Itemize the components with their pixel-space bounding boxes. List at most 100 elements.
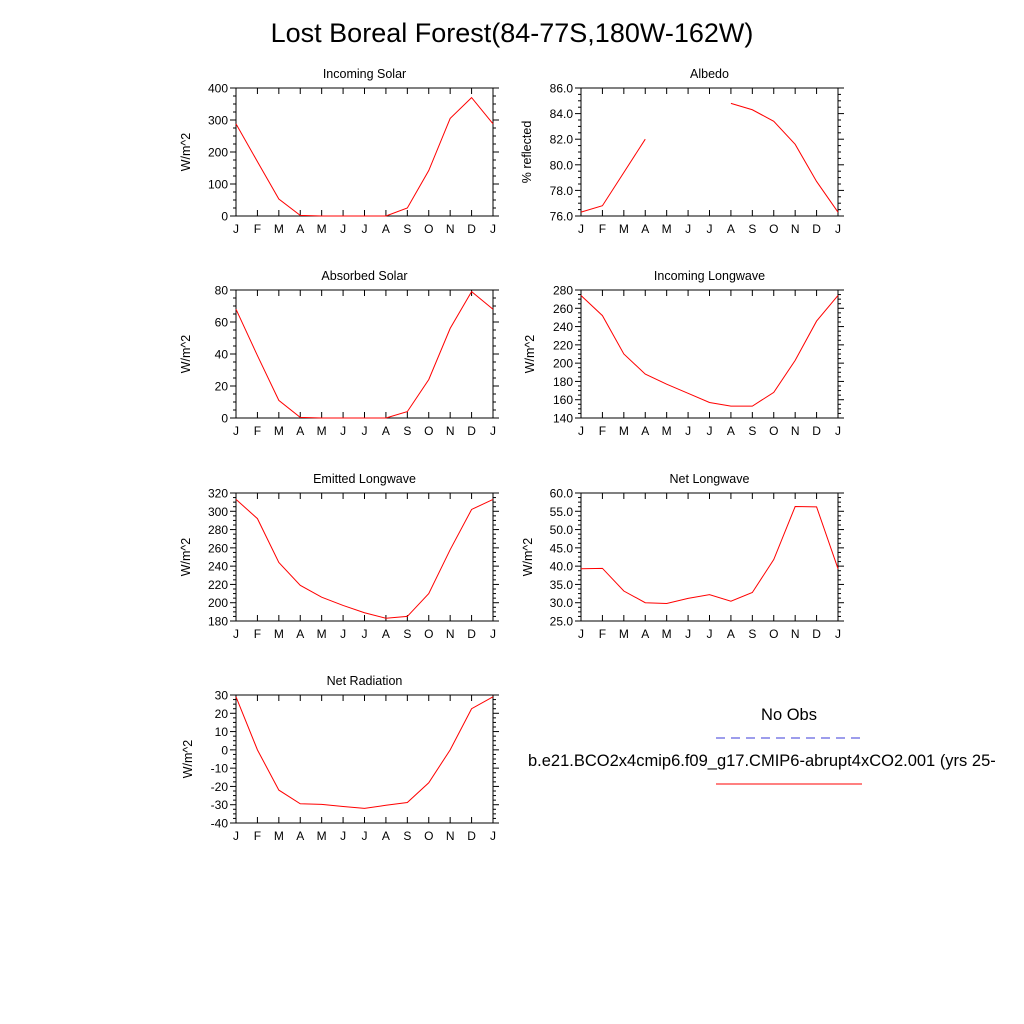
y-axis-label: W/m^2 xyxy=(181,740,195,779)
y-tick-label: -40 xyxy=(211,817,229,831)
x-tick-label: M xyxy=(274,424,284,438)
panel-net-longwave: J F M A M J J A S O N D J25.030.035.040.045.050.055.… xyxy=(521,472,844,641)
x-tick-label: J xyxy=(685,627,691,641)
series-line xyxy=(235,290,494,419)
x-tick-label: M xyxy=(317,424,327,438)
x-tick-label: O xyxy=(424,829,433,843)
plot-frame xyxy=(580,289,839,419)
x-tick-label: D xyxy=(467,222,476,236)
y-tick-label: 220 xyxy=(553,338,573,352)
x-tick-label: J xyxy=(340,627,346,641)
y-tick-label: 280 xyxy=(553,284,573,298)
x-tick-label: A xyxy=(296,424,304,438)
x-tick-label: J xyxy=(490,424,496,438)
x-tick-label: O xyxy=(424,424,433,438)
y-tick-label: 140 xyxy=(553,412,573,426)
y-axis-label: W/m^2 xyxy=(521,538,535,577)
y-tick-label: 86.0 xyxy=(550,82,574,96)
x-tick-label: J xyxy=(707,627,713,641)
panel-title: Albedo xyxy=(690,67,729,81)
x-tick-label: A xyxy=(727,627,735,641)
y-tick-label: 30 xyxy=(215,689,229,703)
x-tick-label: J xyxy=(340,424,346,438)
x-tick-label: F xyxy=(254,627,261,641)
x-tick-label: D xyxy=(812,222,821,236)
y-tick-label: 80 xyxy=(215,284,229,298)
panel-albedo: J F M A M J J A S O N D J76.078.080.082.084.086.0Alb… xyxy=(520,67,844,236)
y-tick-label: 25.0 xyxy=(550,615,574,629)
y-tick-label: 240 xyxy=(208,560,228,574)
plot-frame xyxy=(235,289,494,419)
x-tick-label: M xyxy=(274,829,284,843)
y-tick-label: -20 xyxy=(211,780,229,794)
x-tick-label: M xyxy=(662,222,672,236)
series-line xyxy=(235,96,494,217)
y-tick-label: 280 xyxy=(208,523,228,537)
series-line xyxy=(580,295,839,407)
panel-title: Absorbed Solar xyxy=(321,269,407,283)
x-tick-label: M xyxy=(274,627,284,641)
x-tick-label: M xyxy=(317,222,327,236)
plot-frame xyxy=(580,492,839,622)
x-tick-label: S xyxy=(748,424,756,438)
y-tick-label: 300 xyxy=(208,114,228,128)
y-tick-label: 240 xyxy=(553,320,573,334)
panel-incoming-longwave: J F M A M J J A S O N D J140160180200220240260280Inc… xyxy=(523,269,844,438)
x-tick-label: F xyxy=(599,222,606,236)
x-tick-label: J xyxy=(233,424,239,438)
x-tick-label: J xyxy=(578,222,584,236)
panel-title: Incoming Solar xyxy=(323,67,406,81)
panel-title: Emitted Longwave xyxy=(313,472,416,486)
x-tick-label: J xyxy=(490,222,496,236)
x-tick-label: M xyxy=(619,627,629,641)
x-tick-label: J xyxy=(835,222,841,236)
y-tick-label: 20 xyxy=(215,380,229,394)
x-tick-label: A xyxy=(382,222,390,236)
panel-title: Incoming Longwave xyxy=(654,269,765,283)
x-tick-label: J xyxy=(685,222,691,236)
x-tick-label: D xyxy=(467,627,476,641)
y-tick-label: 80.0 xyxy=(550,158,574,172)
x-tick-label: S xyxy=(403,424,411,438)
x-tick-label: J xyxy=(362,627,368,641)
y-tick-label: 200 xyxy=(553,357,573,371)
x-tick-label: F xyxy=(254,222,261,236)
x-tick-label: J xyxy=(685,424,691,438)
x-tick-label: J xyxy=(233,829,239,843)
y-tick-label: 0 xyxy=(221,210,228,224)
x-tick-label: S xyxy=(403,627,411,641)
y-tick-label: 300 xyxy=(208,505,228,519)
x-tick-label: A xyxy=(727,424,735,438)
series-line xyxy=(235,696,494,809)
x-tick-label: O xyxy=(769,424,778,438)
y-tick-label: 76.0 xyxy=(550,210,574,224)
series-line xyxy=(580,506,839,604)
panel-emitted-longwave: J F M A M J J A S O N D J180200220240260280300320Emi… xyxy=(179,472,499,641)
y-tick-label: 0 xyxy=(221,412,228,426)
x-tick-label: M xyxy=(317,627,327,641)
y-tick-label: 160 xyxy=(553,393,573,407)
x-tick-label: N xyxy=(446,829,455,843)
y-tick-label: -30 xyxy=(211,798,229,812)
x-tick-label: N xyxy=(791,424,800,438)
plot-frame xyxy=(235,87,494,217)
x-tick-label: S xyxy=(403,222,411,236)
x-tick-label: A xyxy=(641,424,649,438)
y-tick-label: 30.0 xyxy=(550,596,574,610)
x-tick-label: O xyxy=(424,222,433,236)
x-tick-label: F xyxy=(254,424,261,438)
series-line xyxy=(730,102,839,213)
y-tick-label: 400 xyxy=(208,82,228,96)
y-tick-label: 200 xyxy=(208,146,228,160)
x-tick-label: J xyxy=(707,424,713,438)
x-tick-label: N xyxy=(446,627,455,641)
y-tick-label: 82.0 xyxy=(550,133,574,147)
figure-title: Lost Boreal Forest(84-77S,180W-162W) xyxy=(270,18,754,48)
y-tick-label: 220 xyxy=(208,578,228,592)
x-tick-label: M xyxy=(662,424,672,438)
x-tick-label: N xyxy=(446,222,455,236)
x-tick-label: O xyxy=(424,627,433,641)
